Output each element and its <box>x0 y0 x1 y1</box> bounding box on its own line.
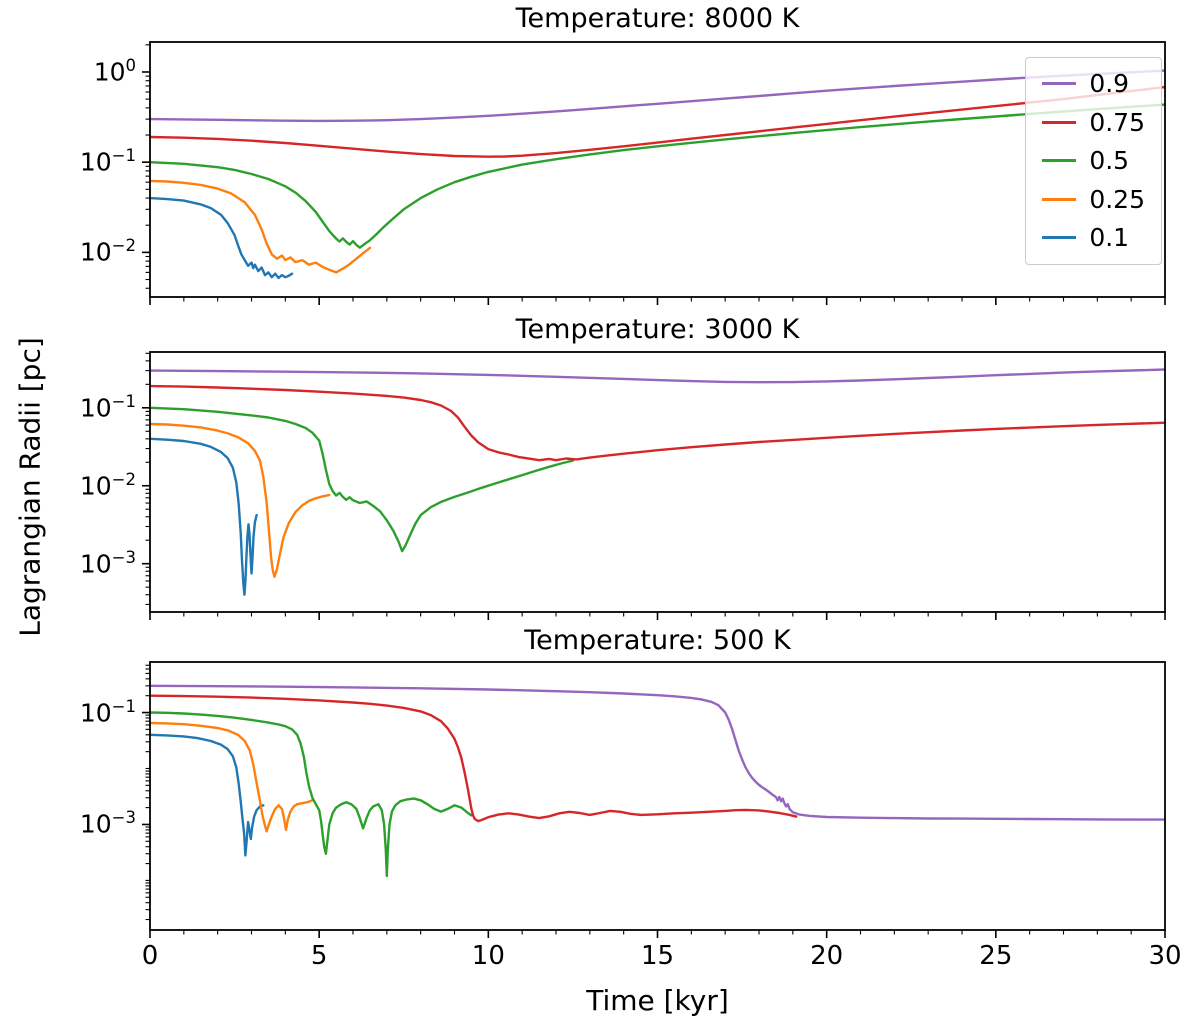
legend-line-swatch <box>1042 236 1077 240</box>
x-tick-label: 20 <box>810 941 844 971</box>
x-tick-label: 30 <box>1148 941 1182 971</box>
x-tick-label: 10 <box>471 941 505 971</box>
series-line-0.1 <box>150 733 265 857</box>
y-tick-label: 10−2 <box>79 236 136 267</box>
legend-line-swatch <box>1042 82 1077 86</box>
legend-line-swatch <box>1042 197 1077 201</box>
legend-entry: 0.9 <box>1042 70 1145 98</box>
series-line-0.1 <box>150 196 294 280</box>
y-tick-label: 100 <box>93 56 136 87</box>
subplot-2-frame <box>149 351 1166 613</box>
series-line-0.5 <box>150 103 1165 249</box>
y-tick-label: 10−1 <box>79 392 136 423</box>
legend-entry-label: 0.5 <box>1089 146 1130 175</box>
series-line-0.1 <box>150 437 258 596</box>
series-line-0.75 <box>150 694 798 823</box>
series-line-0.9 <box>150 69 1165 123</box>
series-line-0.25 <box>150 721 314 833</box>
series-line-0.75 <box>150 85 1165 158</box>
legend-entry-label: 0.75 <box>1089 107 1145 137</box>
y-tick-label: 10−1 <box>79 696 136 728</box>
x-tick-label: 0 <box>141 941 159 971</box>
y-tick-label: 10−1 <box>79 146 136 177</box>
series-line-0.25 <box>150 422 331 578</box>
y-tick-label: 10−3 <box>79 808 136 840</box>
series-line-0.9 <box>150 684 1165 821</box>
series-line-0.75 <box>150 384 1165 462</box>
y-tick-label: 10−2 <box>79 469 136 501</box>
legend-entry: 0.1 <box>1042 224 1145 252</box>
legend-line-swatch <box>1042 159 1077 163</box>
subplot2-title: Temperature: 3000 K <box>515 314 800 345</box>
series-line-0.5 <box>150 711 473 878</box>
series-line-0.5 <box>150 406 575 553</box>
series-line-0.9 <box>150 368 1165 384</box>
legend-entry-label: 0.9 <box>1089 69 1130 98</box>
y-tick-label: 10−3 <box>79 547 136 579</box>
legend-entry: 0.75 <box>1042 107 1145 137</box>
legend-entry-label: 0.1 <box>1089 223 1130 252</box>
x-tick-label: 25 <box>979 941 1013 971</box>
legend-entry: 0.5 <box>1042 147 1145 175</box>
subplot1-title: Temperature: 8000 K <box>515 3 800 34</box>
subplot-1-frame <box>149 41 1166 298</box>
x-tick-label: 15 <box>640 941 675 971</box>
x-axis-label: Time [kyr] <box>586 984 729 1017</box>
subplot-3-frame <box>149 661 1166 931</box>
legend-entry-label: 0.25 <box>1089 184 1145 214</box>
subplot3-title: Temperature: 500 K <box>524 625 791 656</box>
series-line-0.25 <box>150 179 372 274</box>
legend-entry: 0.25 <box>1042 184 1145 214</box>
legend: 0.9 0.75 0.5 0.25 0.1 <box>1025 57 1162 265</box>
legend-line-swatch <box>1042 120 1077 124</box>
x-tick-label: 5 <box>310 941 328 971</box>
